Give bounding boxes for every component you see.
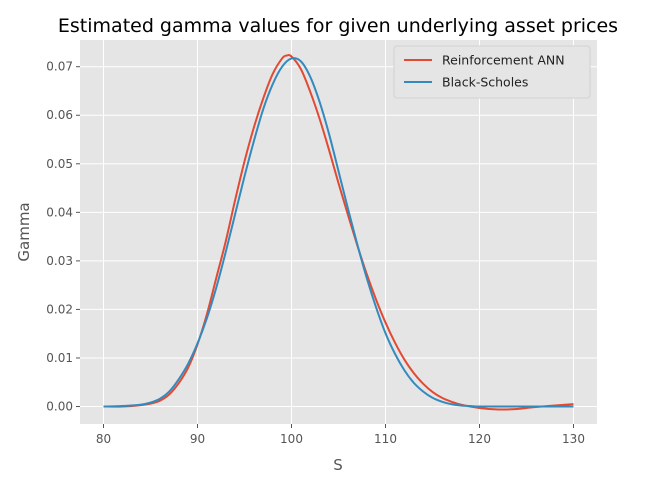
y-tick-label: 0.07 <box>46 60 73 74</box>
x-tick-labels: 80 90 100 110 120 130 <box>96 424 585 446</box>
x-tick-label: 120 <box>468 432 491 446</box>
y-tick-labels: 0.00 0.01 0.02 0.03 0.04 0.05 0.06 0.07 <box>46 60 80 414</box>
y-tick-label: 0.06 <box>46 108 73 122</box>
y-tick-label: 0.01 <box>46 351 73 365</box>
series-lines <box>103 54 574 411</box>
plot-area <box>80 40 597 424</box>
chart-title: Estimated gamma values for given underly… <box>58 15 618 37</box>
legend-box <box>393 45 591 99</box>
x-tick-label: 110 <box>374 432 397 446</box>
grid-lines <box>80 40 597 424</box>
y-tick-label: 0.03 <box>46 254 73 268</box>
y-tick-label: 0.00 <box>46 400 73 414</box>
y-tick-label: 0.02 <box>46 302 73 316</box>
legend: Reinforcement ANN Black-Scholes <box>393 45 591 99</box>
series-line-black-scholes <box>103 57 574 408</box>
legend-label-black-scholes: Black-Scholes <box>442 75 528 90</box>
x-tick-label: 90 <box>190 432 205 446</box>
y-axis-label: Gamma <box>15 202 33 261</box>
legend-label-reinforcement-ann: Reinforcement ANN <box>442 53 565 68</box>
x-tick-label: 80 <box>96 432 111 446</box>
x-tick-label: 100 <box>280 432 303 446</box>
x-axis-label: S <box>333 456 343 474</box>
x-tick-label: 130 <box>562 432 585 446</box>
y-tick-label: 0.05 <box>46 157 73 171</box>
y-tick-label: 0.04 <box>46 205 73 219</box>
